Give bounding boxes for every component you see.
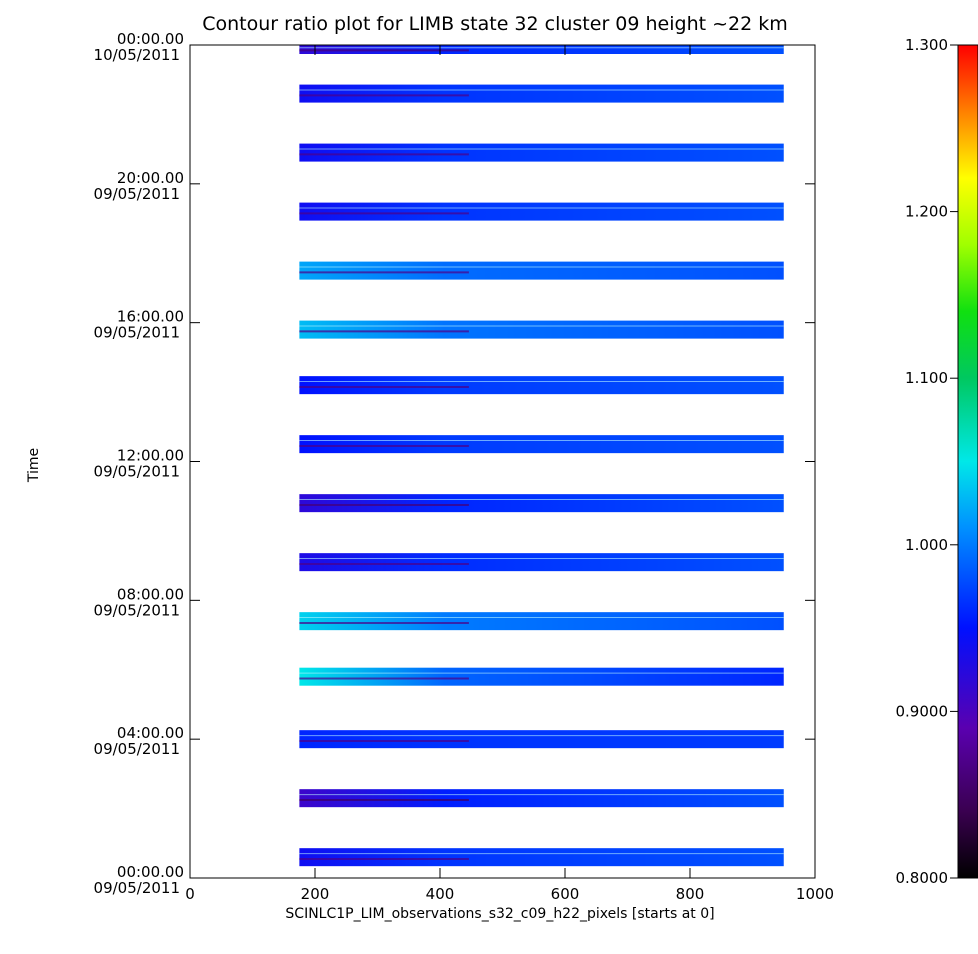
y-tick-label-time: 20:00.00 — [117, 169, 184, 187]
colorbar — [957, 44, 978, 879]
y-tick-label-date: 09/05/2011 — [94, 185, 180, 203]
y-tick-label-date: 09/05/2011 — [94, 324, 180, 342]
orbit-band — [299, 553, 784, 572]
x-tick-label: 0 — [185, 885, 195, 903]
y-tick-label-date: 09/05/2011 — [94, 463, 180, 481]
orbit-band — [299, 730, 784, 749]
orbit-band — [299, 494, 784, 513]
colorbar-tick-label: 0.8000 — [896, 869, 949, 887]
y-tick-label-time: 12:00.00 — [117, 447, 184, 465]
orbit-band — [299, 202, 784, 221]
colorbar-tick-label: 1.100 — [905, 369, 948, 387]
y-tick-label-date: 09/05/2011 — [94, 879, 180, 897]
x-axis-ticks: 0 200 400 600 800 1000 — [185, 45, 834, 903]
chart-title: Contour ratio plot for LIMB state 32 clu… — [202, 13, 788, 35]
y-tick-label-time: 00:00.00 — [117, 30, 184, 48]
colorbar-tick-label: 1.000 — [905, 536, 948, 554]
x-tick-label: 800 — [676, 885, 705, 903]
y-tick-label-date: 09/05/2011 — [94, 601, 180, 619]
colorbar-tick-label: 0.9000 — [896, 702, 949, 720]
x-axis-label: SCINLC1P_LIM_observations_s32_c09_h22_pi… — [285, 906, 714, 922]
y-axis-label: Time — [26, 448, 42, 483]
orbit-band — [299, 84, 784, 103]
orbit-band — [299, 612, 784, 631]
y-tick-label-date: 09/05/2011 — [94, 740, 180, 758]
plot-frame — [189, 44, 816, 879]
colorbar-tick-label: 1.300 — [905, 36, 948, 54]
orbit-band — [299, 45, 784, 54]
orbit-band — [299, 376, 784, 395]
orbit-band — [299, 261, 784, 280]
x-tick-label: 200 — [301, 885, 330, 903]
colorbar-ticks: 0.8000 0.9000 1.000 1.100 1.200 1.300 — [896, 36, 958, 887]
orbit-bands — [299, 45, 784, 867]
y-tick-label-date: 10/05/2011 — [94, 46, 180, 64]
orbit-band — [299, 848, 784, 867]
y-axis-ticks: 00:00.0009/05/201104:00.0009/05/201108:0… — [94, 30, 815, 897]
y-tick-label-time: 04:00.00 — [117, 724, 184, 742]
orbit-band — [299, 789, 784, 808]
y-tick-label-time: 16:00.00 — [117, 308, 184, 326]
colorbar-tick-label: 1.200 — [905, 203, 948, 221]
x-tick-label: 400 — [426, 885, 455, 903]
y-tick-label-time: 00:00.00 — [117, 863, 184, 881]
orbit-band — [299, 435, 784, 454]
orbit-band — [299, 320, 784, 339]
orbit-band — [299, 143, 784, 162]
x-tick-label: 600 — [551, 885, 580, 903]
orbit-band — [299, 667, 784, 686]
x-tick-label: 1000 — [796, 885, 834, 903]
y-tick-label-time: 08:00.00 — [117, 585, 184, 603]
